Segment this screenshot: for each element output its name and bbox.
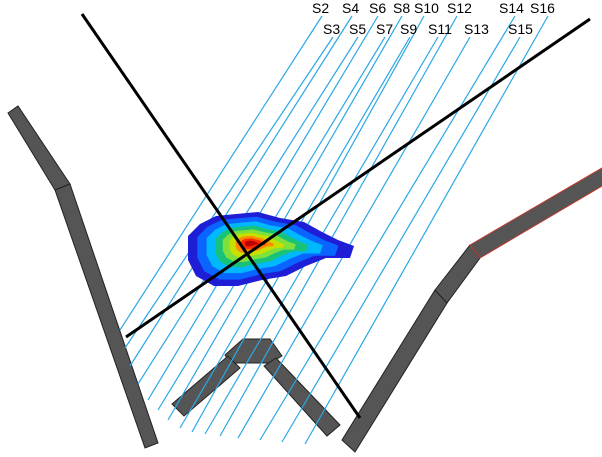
axis-lines — [80, 13, 591, 419]
label-s5: S5 — [349, 21, 366, 37]
section-line-s6 — [147, 15, 379, 401]
section-line-s3 — [124, 36, 334, 349]
left-wall-segment-lower — [54, 183, 159, 449]
section-line-s15 — [281, 36, 521, 443]
section-line-s12 — [219, 15, 458, 437]
label-s14: S14 — [499, 0, 524, 16]
contour-level-9 — [245, 240, 259, 247]
right-wall — [341, 167, 602, 453]
label-s13: S13 — [464, 21, 489, 37]
section-line-s4 — [129, 15, 353, 367]
left-wall-segment-upper — [7, 105, 71, 191]
label-s6: S6 — [369, 0, 386, 16]
right-wall-segment-lower — [341, 289, 448, 453]
section-labels: S2 S4 S6 S8 S10 S12 S14 S16 S3 S5 S7 S9 … — [312, 0, 555, 37]
label-s8: S8 — [393, 0, 410, 16]
label-s2: S2 — [312, 0, 329, 16]
label-s9: S9 — [400, 21, 417, 37]
section-line-s16 — [304, 15, 549, 445]
label-s4: S4 — [342, 0, 359, 16]
center-wall-left-leg — [171, 355, 241, 417]
left-wall — [7, 105, 159, 449]
label-s15: S15 — [508, 21, 533, 37]
axis-line-diagonal-down — [80, 13, 362, 419]
label-s11: S11 — [428, 21, 452, 37]
label-s12: S12 — [447, 0, 472, 16]
label-s10: S10 — [414, 0, 439, 16]
section-line-s13 — [237, 36, 471, 439]
label-s7: S7 — [376, 21, 393, 37]
section-line-s14 — [259, 15, 516, 441]
label-s16: S16 — [530, 0, 555, 16]
section-line-s8 — [167, 15, 403, 421]
section-line-s5 — [137, 36, 359, 385]
right-wall-segment-middle — [434, 244, 481, 304]
right-wall-segment-upper — [469, 167, 602, 259]
section-line-s2 — [119, 15, 323, 331]
section-line-s10 — [191, 15, 425, 433]
axis-line-diagonal-up — [125, 17, 591, 339]
label-s3: S3 — [323, 21, 340, 37]
